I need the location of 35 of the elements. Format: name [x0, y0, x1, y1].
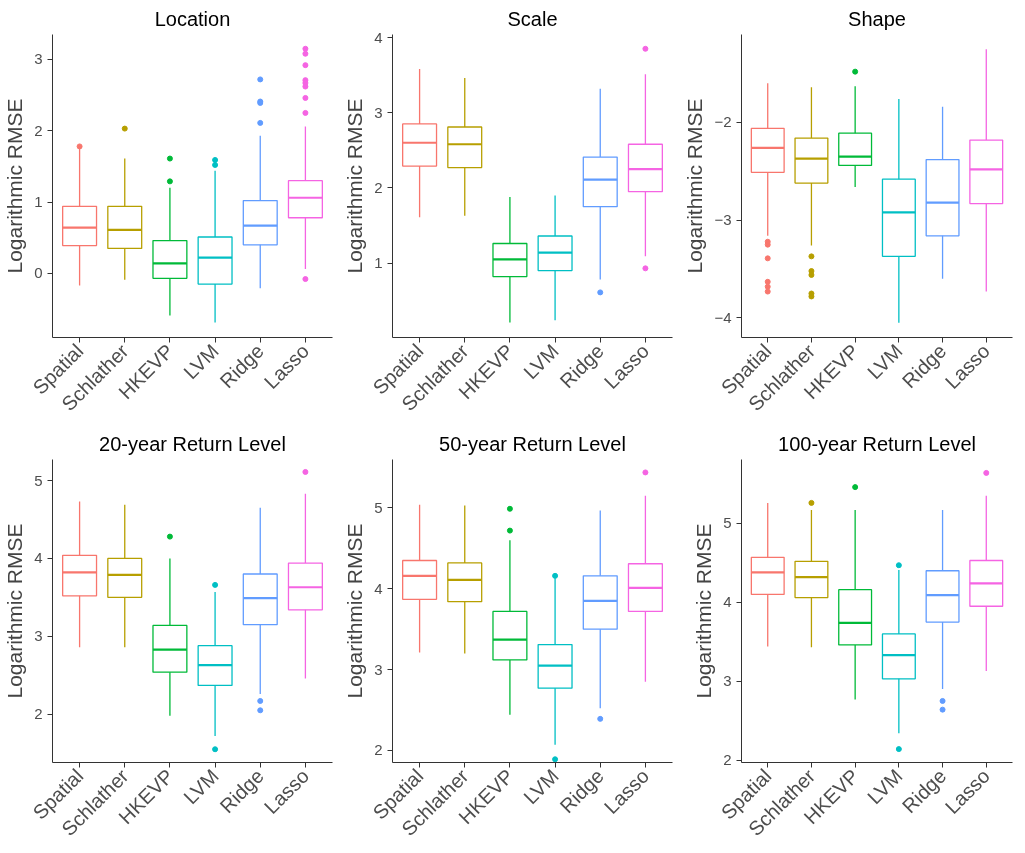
y-axis-title: Logarithmic RMSE	[3, 523, 27, 699]
chart-title: 100-year Return Level	[778, 432, 976, 455]
y-axis-title: Logarithmic RMSE	[692, 523, 716, 699]
y-tick-label: 3	[34, 50, 43, 68]
y-tick-label: 4	[374, 579, 383, 597]
y-tick-label: 5	[374, 498, 383, 516]
y-tick-label: 4	[723, 593, 732, 611]
y-tick-label: 2	[374, 741, 383, 759]
chart-title: Scale	[507, 7, 558, 30]
y-axis-title: Logarithmic RMSE	[343, 523, 367, 699]
y-tick-label: 4	[34, 549, 43, 567]
y-tick-label: 2	[34, 121, 43, 139]
y-axis-title: Logarithmic RMSE	[3, 98, 27, 274]
chart-title: Location	[154, 7, 231, 30]
y-tick-label: 2	[374, 178, 383, 196]
y-tick-label: 5	[34, 471, 43, 489]
y-tick-label: 4	[374, 28, 383, 46]
y-tick-label: 5	[723, 514, 732, 532]
chart-title: 20-year Return Level	[99, 432, 286, 455]
y-tick-label: −3	[714, 211, 732, 229]
y-tick-label: 2	[34, 705, 43, 723]
y-tick-label: −2	[714, 113, 732, 131]
y-tick-label: −4	[714, 308, 732, 326]
y-tick-label: 3	[723, 672, 732, 690]
y-tick-label: 3	[34, 627, 43, 645]
chart-title: 50-year Return Level	[439, 432, 626, 455]
y-axis-title: Logarithmic RMSE	[343, 98, 367, 274]
chart-title: Shape	[848, 7, 906, 30]
y-tick-label: 1	[34, 193, 43, 211]
y-tick-label: 3	[374, 103, 383, 121]
y-tick-label: 1	[374, 254, 383, 272]
y-tick-label: 3	[374, 660, 383, 678]
y-tick-label: 0	[34, 264, 43, 282]
y-tick-label: 2	[723, 751, 732, 769]
y-axis-title: Logarithmic RMSE	[683, 98, 707, 274]
